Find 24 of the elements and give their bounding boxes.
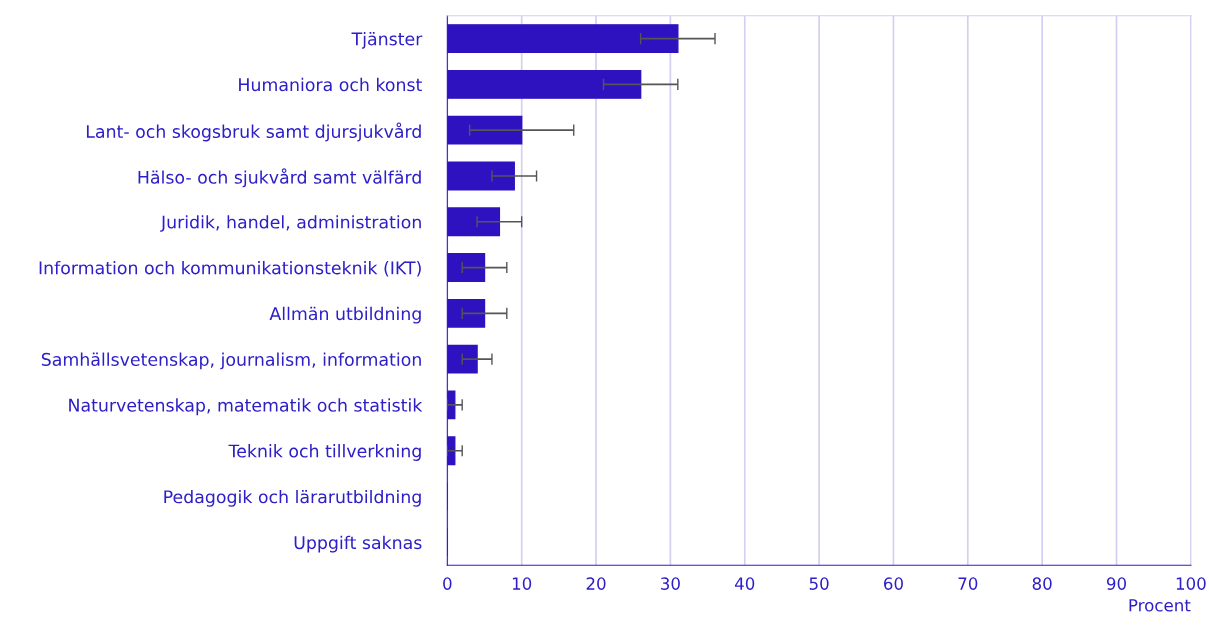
x-tick-label: 80 [1032, 577, 1052, 590]
x-tick-label: 30 [661, 577, 680, 590]
y-tick-label: Uppgift saknas [294, 535, 422, 553]
y-tick-label: Samhällsvetenskap, journalism, information [41, 352, 421, 370]
y-tick-label: Information och kommunikationsteknik (IKT) [39, 260, 421, 277]
x-tick-label: 90 [1106, 577, 1127, 590]
y-tick-label: Lant- och skogsbruk samt djursjukvård [86, 122, 421, 142]
y-tick-label: Allmän utbildning [269, 306, 421, 324]
x-tick-label: 50 [809, 577, 829, 590]
x-tick-label: 0 [443, 577, 452, 590]
y-tick-label: Hälso- och sjukvård samt välfärd [138, 168, 421, 188]
y-tick-label: Humaniora och konst [239, 77, 422, 92]
y-tick-label: Naturvetenskap, matematik och statistik [69, 398, 423, 416]
x-tick-label: 100 [1176, 577, 1206, 590]
x-tick-label: 20 [586, 577, 606, 590]
y-tick-label: Tjänster [351, 32, 423, 49]
y-tick-label: Pedagogik och lärarutbildning [164, 489, 421, 507]
y-tick-label: Juridik, handel, administration [160, 215, 421, 232]
x-tick-label: 70 [958, 577, 978, 590]
x-tick-label: 60 [884, 577, 903, 590]
y-tick-label: Teknik och tillverkning [228, 444, 421, 461]
x-tick-label: 40 [734, 577, 755, 590]
x-tick-label: 10 [512, 577, 532, 590]
x-axis-title: Procent [1129, 599, 1191, 612]
